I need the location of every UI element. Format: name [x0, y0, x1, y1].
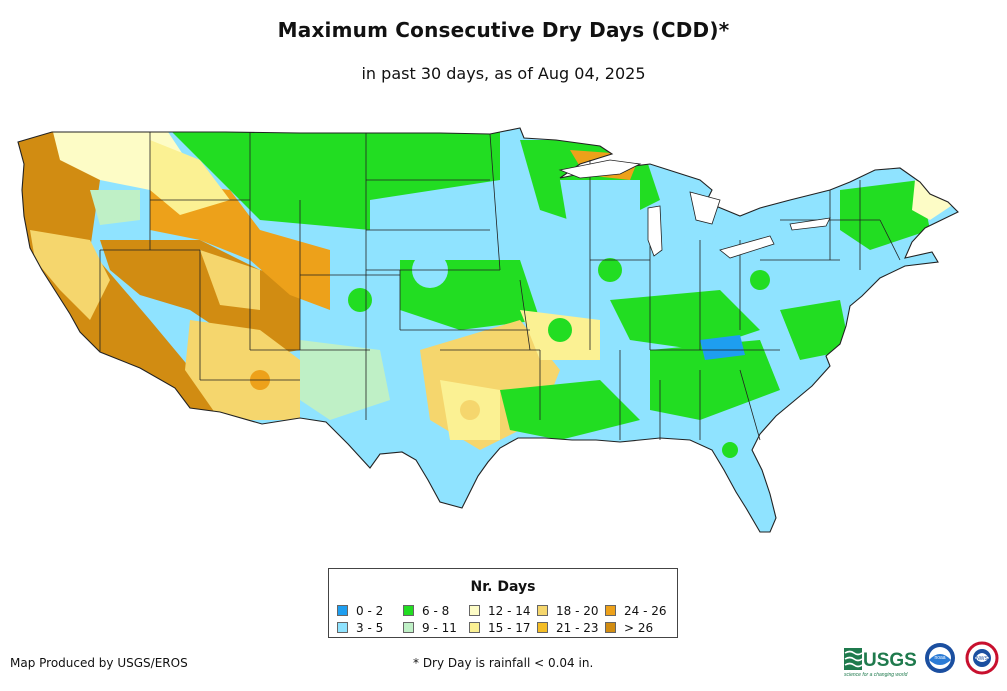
- legend-swatch: [537, 605, 548, 616]
- noaa-logo: noaa: [925, 643, 955, 673]
- noaa-text: noaa: [934, 655, 945, 661]
- dry-day-footnote: * Dry Day is rainfall < 0.04 in.: [413, 656, 594, 670]
- legend-label: 24 - 26: [624, 603, 667, 618]
- nws-text: NWS: [976, 656, 988, 662]
- region-minnesota-light-blue: [560, 180, 640, 260]
- usgs-text: USGS: [863, 650, 917, 671]
- region-rockies-brown: [150, 180, 330, 310]
- legend: Nr. Days 0 - 2 6 - 8 12 - 14 18 - 20 24 …: [328, 568, 678, 638]
- speckle: [750, 270, 770, 290]
- legend-swatch: [605, 605, 616, 616]
- region-new-england-green: [840, 180, 930, 250]
- state-lines-west: [99, 132, 400, 381]
- state-lines-northeast: [780, 180, 901, 270]
- legend-swatch: [403, 622, 414, 633]
- region-appalachian-blue: [700, 335, 745, 360]
- speckle: [110, 200, 130, 220]
- legend-swatch: [605, 622, 616, 633]
- legend-label: 0 - 2: [356, 603, 384, 618]
- legend-label: 12 - 14: [488, 603, 531, 618]
- legend-swatch: [337, 605, 348, 616]
- speckle: [348, 288, 372, 312]
- legend-label: 21 - 23: [556, 620, 599, 635]
- region-gulf-green: [500, 380, 640, 440]
- legend-swatch: [469, 622, 480, 633]
- region-arizona-tan: [185, 320, 300, 420]
- legend-item: 21 - 23: [537, 620, 605, 635]
- legend-item: 3 - 5: [337, 620, 403, 635]
- speckle: [548, 318, 572, 342]
- legend-title: Nr. Days: [470, 579, 536, 595]
- nws-swirl-icon: [975, 653, 989, 662]
- legend-swatch: [337, 622, 348, 633]
- nws-logo: NWS: [965, 641, 999, 675]
- region-southeast-green: [650, 340, 780, 420]
- speckle: [460, 400, 480, 420]
- lake-huron: [689, 191, 721, 225]
- legend-label: 9 - 11: [422, 620, 457, 635]
- map-credit: Map Produced by USGS/EROS: [10, 656, 188, 670]
- legend-item: 18 - 20: [537, 603, 605, 618]
- legend-label: 3 - 5: [356, 620, 384, 635]
- legend-label: 15 - 17: [488, 620, 531, 635]
- legend-grid: 0 - 2 6 - 8 12 - 14 18 - 20 24 - 26 3 - …: [337, 603, 673, 635]
- region-southwest-pale-green: [300, 340, 390, 420]
- region-idaho-yellow: [150, 140, 230, 215]
- region-ohio-valley-green: [610, 290, 760, 350]
- legend-swatch: [403, 605, 414, 616]
- legend-label: 18 - 20: [556, 603, 599, 618]
- usgs-tagline: science for a changing world: [844, 672, 908, 678]
- legend-item: > 26: [605, 620, 673, 635]
- speckle: [466, 196, 494, 224]
- legend-item: 0 - 2: [337, 603, 403, 618]
- us-outline: [17, 127, 959, 533]
- lake-michigan: [647, 205, 663, 257]
- legend-item: 15 - 17: [469, 620, 537, 635]
- region-montana-green: [160, 128, 370, 230]
- region-virginia-green: [780, 300, 850, 360]
- legend-item: 12 - 14: [469, 603, 537, 618]
- region-utah-tan: [200, 250, 260, 310]
- state-lines-east: [589, 160, 840, 441]
- legend-item: 6 - 8: [403, 603, 469, 618]
- map-subtitle: in past 30 days, as of Aug 04, 2025: [361, 64, 646, 83]
- noaa-gull-icon: [929, 654, 951, 665]
- great-lakes: [558, 159, 831, 259]
- speckle: [722, 442, 738, 458]
- usgs-logo: USGS science for a changing world: [844, 648, 917, 678]
- legend-swatch: [537, 622, 548, 633]
- us-dry-days-map: [17, 127, 959, 533]
- region-california-tan: [30, 230, 110, 320]
- lake-ontario: [789, 217, 831, 231]
- usgs-wave-lines: [844, 650, 863, 668]
- legend-label: 6 - 8: [422, 603, 450, 618]
- map-title: Maximum Consecutive Dry Days (CDD)*: [277, 18, 730, 42]
- legend-label: > 26: [624, 620, 654, 635]
- state-boundaries: [17, 127, 959, 533]
- state-lines-central: [365, 133, 541, 420]
- agency-logos: USGS science for a changing world noaa N…: [844, 641, 999, 678]
- legend-item: 24 - 26: [605, 603, 673, 618]
- legend-swatch: [469, 605, 480, 616]
- legend-item: 9 - 11: [403, 620, 469, 635]
- speckle: [598, 258, 622, 282]
- lake-superior: [558, 159, 642, 179]
- lake-erie: [719, 235, 775, 259]
- region-maine-pale-yellow: [912, 180, 958, 220]
